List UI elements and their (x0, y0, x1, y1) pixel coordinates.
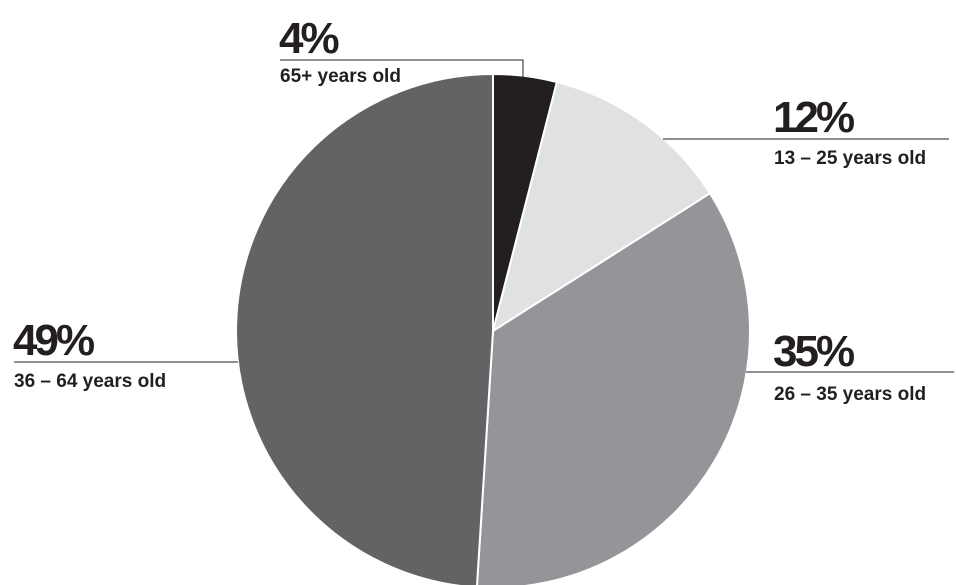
category-label-13-25: 13 – 25 years old (774, 148, 926, 169)
pie-slices (235, 72, 751, 585)
pie-slice-3 (235, 72, 494, 585)
value-label-36-64: 49% (13, 316, 94, 365)
label-36-64: 49% 36 – 64 years old (13, 316, 238, 392)
category-label-65plus: 65+ years old (280, 66, 401, 87)
pie-slice-2 (476, 191, 751, 585)
category-label-26-35: 26 – 35 years old (774, 384, 926, 405)
label-26-35: 35% 26 – 35 years old (746, 327, 954, 405)
category-label-36-64: 36 – 64 years old (14, 371, 166, 392)
value-label-65plus: 4% (279, 14, 338, 63)
value-label-13-25: 12% (773, 93, 854, 142)
label-13-25: 12% 13 – 25 years old (663, 93, 949, 169)
label-65plus: 4% 65+ years old (279, 14, 524, 87)
value-label-26-35: 35% (773, 327, 854, 376)
leader-line-65plus (280, 59, 524, 80)
pie-slice-1 (491, 80, 712, 334)
